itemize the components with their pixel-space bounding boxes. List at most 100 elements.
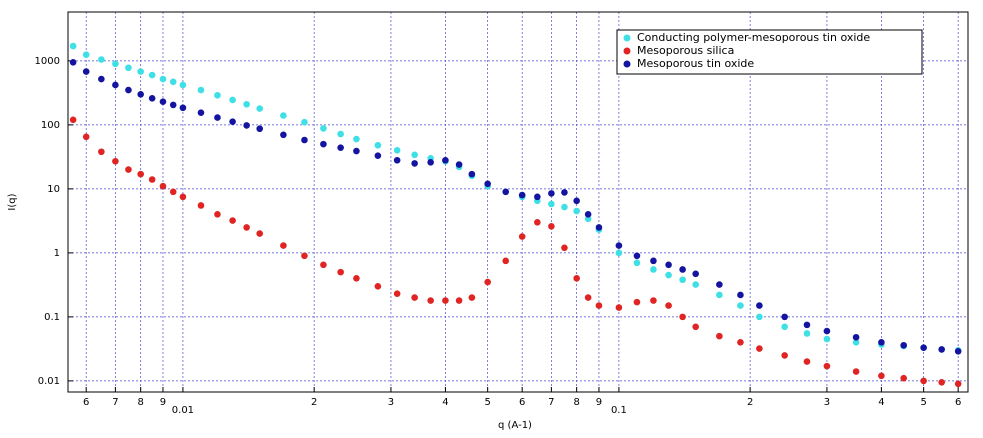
point bbox=[679, 276, 686, 284]
point bbox=[650, 266, 657, 273]
point bbox=[650, 297, 657, 304]
point bbox=[320, 125, 327, 132]
x-tick-label: 6 bbox=[83, 397, 89, 408]
point bbox=[650, 257, 657, 265]
point bbox=[243, 224, 250, 231]
point bbox=[82, 68, 90, 75]
y-axis-label: I(q) bbox=[7, 193, 18, 210]
point bbox=[823, 362, 831, 370]
point bbox=[900, 374, 907, 382]
point bbox=[427, 297, 434, 304]
point bbox=[179, 81, 187, 89]
point bbox=[374, 141, 382, 149]
point bbox=[148, 176, 156, 183]
point bbox=[301, 136, 308, 144]
point bbox=[803, 330, 811, 337]
point bbox=[320, 140, 327, 148]
point bbox=[337, 130, 344, 138]
point bbox=[502, 188, 510, 196]
point bbox=[69, 42, 77, 50]
point bbox=[214, 91, 221, 99]
point bbox=[781, 313, 788, 321]
point bbox=[229, 118, 236, 126]
point bbox=[301, 252, 308, 260]
point bbox=[584, 211, 592, 218]
point bbox=[665, 271, 672, 279]
point bbox=[502, 257, 510, 265]
point bbox=[615, 304, 623, 311]
point bbox=[803, 321, 811, 329]
y-tick-label: 1000 bbox=[35, 56, 60, 67]
point bbox=[716, 332, 723, 340]
point bbox=[82, 133, 90, 141]
point bbox=[561, 203, 568, 211]
point bbox=[353, 147, 360, 155]
x-tick-label: 8 bbox=[573, 397, 579, 408]
point bbox=[280, 131, 287, 139]
x-axis-label: q (A-1) bbox=[498, 420, 532, 431]
x-tick-label: 9 bbox=[160, 397, 166, 408]
point bbox=[148, 95, 156, 102]
x-tick-label: 2 bbox=[311, 397, 317, 408]
point bbox=[878, 339, 885, 346]
point bbox=[852, 339, 860, 346]
point bbox=[455, 161, 463, 168]
x-tick-label: 0.1 bbox=[611, 405, 627, 416]
point bbox=[781, 352, 788, 359]
legend-marker bbox=[623, 47, 631, 55]
x-tick-label: 7 bbox=[112, 397, 118, 408]
point bbox=[737, 291, 744, 299]
x-tick-label: 8 bbox=[137, 397, 143, 408]
point bbox=[781, 323, 788, 331]
point bbox=[243, 122, 250, 129]
point bbox=[69, 58, 77, 66]
point bbox=[148, 71, 156, 79]
point bbox=[393, 290, 401, 298]
point bbox=[137, 68, 144, 75]
point bbox=[484, 180, 491, 188]
point bbox=[823, 327, 831, 335]
point bbox=[548, 223, 555, 230]
point bbox=[337, 144, 344, 151]
point bbox=[179, 193, 187, 201]
point bbox=[353, 135, 360, 143]
point bbox=[548, 190, 555, 197]
point bbox=[584, 294, 592, 301]
x-tick-label: 7 bbox=[548, 397, 554, 408]
point bbox=[125, 64, 132, 72]
point bbox=[197, 86, 205, 94]
point bbox=[665, 302, 672, 309]
x-tick-label: 6 bbox=[955, 397, 961, 408]
point bbox=[256, 105, 263, 112]
point bbox=[484, 278, 491, 286]
point bbox=[301, 118, 308, 126]
point bbox=[98, 148, 105, 156]
y-tick-label: 0.1 bbox=[44, 312, 60, 323]
point bbox=[125, 166, 132, 173]
point bbox=[534, 219, 541, 226]
point bbox=[584, 215, 592, 223]
point bbox=[197, 202, 205, 209]
point bbox=[98, 75, 105, 83]
point bbox=[823, 335, 831, 343]
point bbox=[69, 116, 77, 124]
point bbox=[256, 230, 263, 237]
x-tick-label: 2 bbox=[747, 397, 753, 408]
point bbox=[756, 313, 763, 321]
point bbox=[197, 109, 205, 116]
point bbox=[427, 159, 434, 166]
point bbox=[442, 297, 449, 304]
point bbox=[615, 242, 623, 249]
point bbox=[411, 160, 418, 167]
point bbox=[374, 283, 382, 290]
point bbox=[159, 98, 167, 106]
point bbox=[692, 323, 699, 331]
legend-label: Mesoporous silica bbox=[637, 44, 734, 57]
point bbox=[337, 268, 344, 276]
point bbox=[534, 193, 541, 201]
point bbox=[595, 302, 603, 309]
x-tick-label: 5 bbox=[484, 397, 490, 408]
point bbox=[518, 191, 526, 199]
point bbox=[137, 91, 144, 98]
point bbox=[803, 358, 811, 365]
